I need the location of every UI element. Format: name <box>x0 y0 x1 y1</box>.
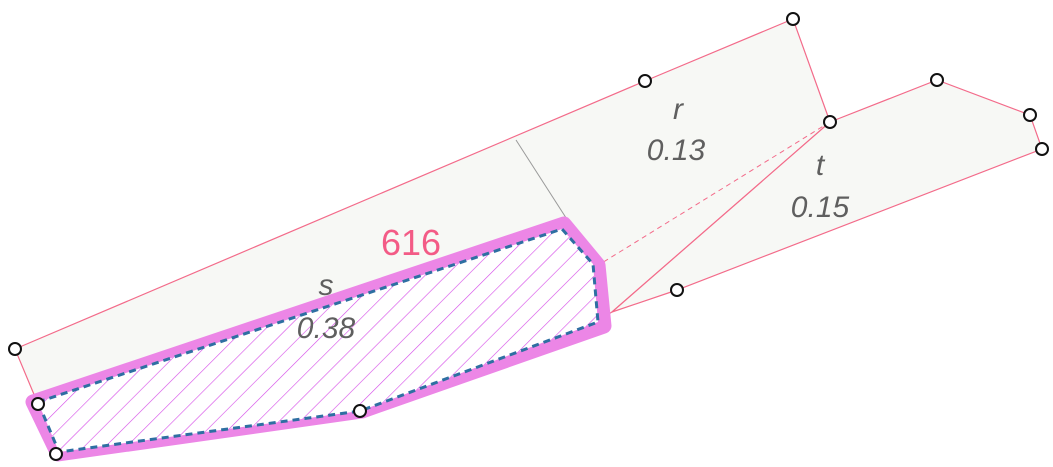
vertex-point[interactable] <box>353 404 367 418</box>
dashed-divider-line <box>596 121 831 267</box>
area-main-label: 616 <box>381 222 441 263</box>
vertex-point[interactable] <box>823 115 837 129</box>
zone-t-value: 0.15 <box>791 191 850 224</box>
vertex-point[interactable] <box>930 73 944 87</box>
vertex-point[interactable] <box>1035 142 1049 156</box>
zone-r-value: 0.13 <box>647 134 706 167</box>
vertex-point[interactable] <box>1023 108 1037 122</box>
zone-t-name: t <box>816 149 826 182</box>
zone-r-name: r <box>673 93 684 126</box>
vertex-point[interactable] <box>638 74 652 88</box>
vertex-point[interactable] <box>8 342 22 356</box>
vertex-point[interactable] <box>49 447 63 461</box>
zone-s-name: s <box>319 269 334 302</box>
vertex-point[interactable] <box>670 283 684 297</box>
vertex-point[interactable] <box>31 397 45 411</box>
vertex-point[interactable] <box>786 12 800 26</box>
zone-s-value: 0.38 <box>297 312 356 345</box>
